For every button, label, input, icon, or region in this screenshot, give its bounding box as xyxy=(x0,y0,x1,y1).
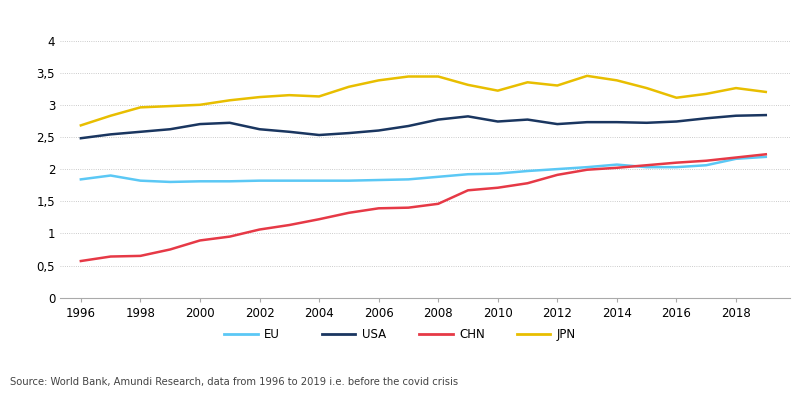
Text: JPN: JPN xyxy=(557,328,576,341)
Text: CHN: CHN xyxy=(459,328,485,341)
Text: Source: World Bank, Amundi Research, data from 1996 to 2019 i.e. before the covi: Source: World Bank, Amundi Research, dat… xyxy=(10,377,458,387)
Text: EU: EU xyxy=(264,328,280,341)
Text: USA: USA xyxy=(362,328,386,341)
Text: R&D expenditure (% of GDP): R&D expenditure (% of GDP) xyxy=(10,15,224,28)
